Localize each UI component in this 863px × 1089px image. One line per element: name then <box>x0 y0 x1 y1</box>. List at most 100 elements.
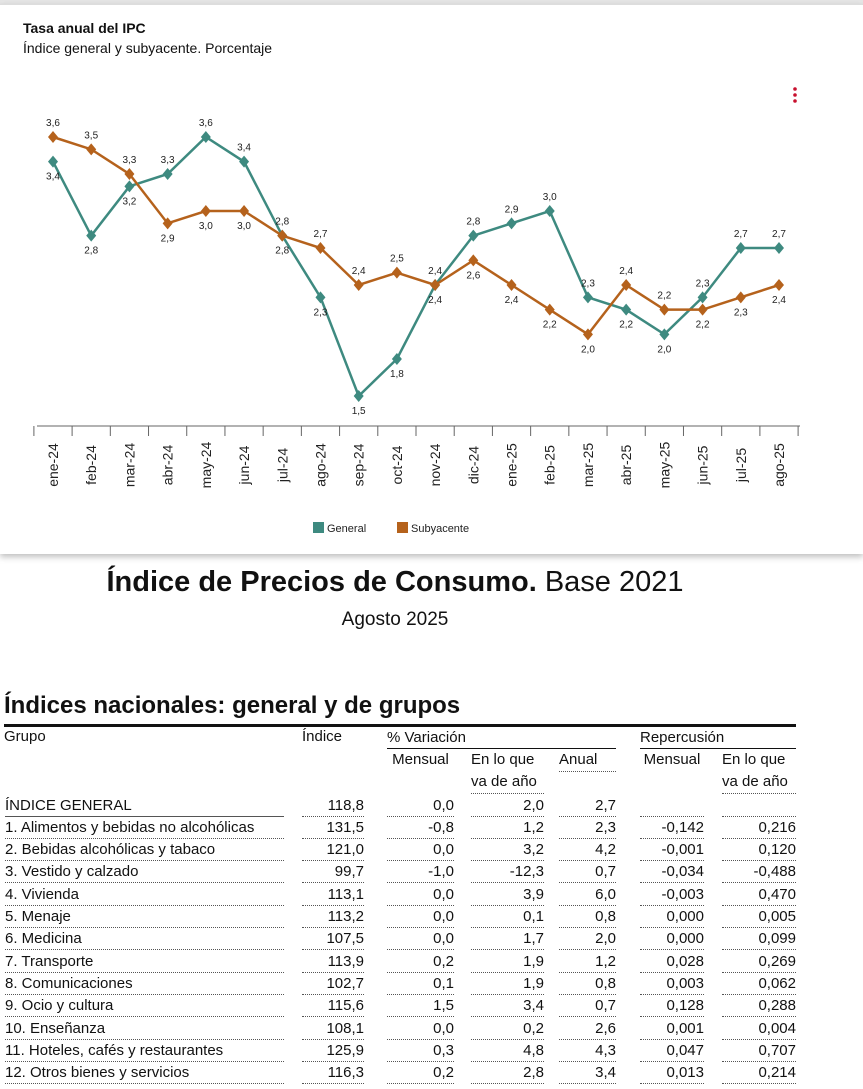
data-label: 3,6 <box>199 118 213 129</box>
header-cell: Repercusión <box>616 726 796 750</box>
table-cell: 3,9 <box>454 883 544 906</box>
x-tick-label: oct-24 <box>389 445 405 484</box>
table-cell: 102,7 <box>294 973 369 995</box>
table-cell: 1,9 <box>454 973 544 995</box>
row-label: 11. Hoteles, cafés y restaurantes <box>5 1041 284 1062</box>
table-cell: 0,005 <box>704 906 796 929</box>
data-label: 2,3 <box>314 307 328 318</box>
table-cell: 10. Enseñanza <box>4 1017 294 1040</box>
cell-value: 108,1 <box>302 1019 364 1040</box>
x-tick-label: jul-25 <box>733 448 749 483</box>
cell-value: 118,8 <box>302 796 364 817</box>
cell-value: -1,0 <box>387 862 454 884</box>
table-row: 7. Transporte 113,9 0,2 1,9 1,2 0,028 0,269 <box>4 950 796 973</box>
cell-value: 0,0 <box>387 907 454 929</box>
cell-value: -12,3 <box>471 862 544 884</box>
data-label: 2,2 <box>619 320 633 331</box>
table-cell: 99,7 <box>294 861 369 884</box>
cell-value: 2,6 <box>559 1019 616 1040</box>
table-cell: 3,4 <box>454 995 544 1018</box>
table-cell: 113,1 <box>294 883 369 906</box>
table-cell: 0,0 <box>369 839 454 862</box>
table-cell: 9. Ocio y cultura <box>4 995 294 1018</box>
header-row: Grupo Índice % Variación Repercusión <box>4 726 796 750</box>
row-label: 10. Enseñanza <box>5 1019 284 1040</box>
point <box>506 279 517 291</box>
table-cell: -0,003 <box>616 883 704 906</box>
data-label: 2,7 <box>734 229 748 240</box>
row-label: 3. Vestido y calzado <box>5 862 284 884</box>
cell-value: 0,028 <box>640 952 704 973</box>
point <box>315 242 326 254</box>
heading-bold: Índice de Precios de Consumo. <box>106 566 537 598</box>
header-cell: Anual <box>544 749 616 794</box>
row-label: 1. Alimentos y bebidas no alcohólicas <box>5 818 284 839</box>
point <box>544 303 555 316</box>
cell-value: 0,7 <box>559 996 616 1018</box>
point <box>391 353 402 365</box>
x-tick-label: jun-24 <box>236 445 252 485</box>
point <box>697 291 708 304</box>
table-cell: 113,2 <box>294 906 369 929</box>
table-row: 12. Otros bienes y servicios 116,3 0,2 2,8 3… <box>4 1062 796 1085</box>
table-cell: 0,000 <box>616 906 704 929</box>
x-tick-label: mar-24 <box>121 443 137 488</box>
cell-value: 2,7 <box>559 796 616 817</box>
table-cell: 0,047 <box>616 1040 704 1062</box>
series-line <box>51 135 779 399</box>
table-cell: 4. Vivienda <box>4 883 294 906</box>
table-cell: 0,120 <box>704 839 796 862</box>
x-tick-label: ago-24 <box>312 443 328 487</box>
cell-value: 1,7 <box>471 929 544 951</box>
cell-value: 0,0 <box>387 796 454 817</box>
table-cell: 2. Bebidas alcohólicas y tabaco <box>4 839 294 862</box>
point <box>621 303 632 316</box>
header-cell: En lo que va de año <box>704 749 796 795</box>
table-cell: 8. Comunicaciones <box>4 973 294 995</box>
data-label: 2,8 <box>84 246 98 257</box>
x-tick-label: sep-24 <box>351 443 367 486</box>
cell-value: 0,470 <box>722 885 796 906</box>
cell-value: 0,099 <box>722 929 796 951</box>
table-row: 6. Medicina 107,5 0,0 1,7 2,0 0,000 0,099 <box>4 928 796 951</box>
point <box>353 390 364 402</box>
point <box>468 254 479 267</box>
data-label: 2,6 <box>466 270 480 281</box>
data-label: 1,8 <box>390 369 404 380</box>
cell-value: 0,8 <box>559 974 616 995</box>
cell-value: 0,2 <box>387 1063 454 1085</box>
heading-date: Agosto 2025 <box>341 609 449 630</box>
table-cell: 1,7 <box>454 928 544 951</box>
series-line <box>52 135 780 337</box>
cell-value: -0,8 <box>387 818 454 839</box>
legend-swatch <box>397 522 408 533</box>
table-cell: -0,034 <box>616 861 704 884</box>
point <box>239 205 250 217</box>
table-cell: 0,214 <box>704 1062 796 1085</box>
table-cell: 0,8 <box>544 973 616 995</box>
point <box>430 279 441 291</box>
point <box>162 168 173 180</box>
cell-value: 4,2 <box>559 840 616 862</box>
table-cell: 11. Hoteles, cafés y restaurantes <box>4 1040 294 1062</box>
table-cell: 0,288 <box>704 995 796 1018</box>
x-tick-label: mar-25 <box>580 443 596 488</box>
data-label: 2,7 <box>772 229 786 240</box>
table-cell: 0,707 <box>704 1040 796 1062</box>
data-label: 2,8 <box>466 217 480 228</box>
table-cell: 0,269 <box>704 950 796 973</box>
cell-value: 2,8 <box>471 1063 544 1085</box>
row-label: 8. Comunicaciones <box>5 974 284 995</box>
menu-icon[interactable] <box>793 87 797 103</box>
cell-value: -0,488 <box>722 862 796 884</box>
table-cell: 2,6 <box>544 1017 616 1040</box>
table-cell <box>704 794 796 817</box>
header-row: Mensual En lo que va de año Anual Mensual En… <box>4 749 796 795</box>
table-cell: 6. Medicina <box>4 928 294 951</box>
x-tick-label: may-24 <box>198 441 214 488</box>
table-cell: 0,013 <box>616 1062 704 1085</box>
table-cell: 0,8 <box>544 906 616 929</box>
cell-value: 113,2 <box>302 907 364 929</box>
table-cell: 0,062 <box>704 973 796 995</box>
